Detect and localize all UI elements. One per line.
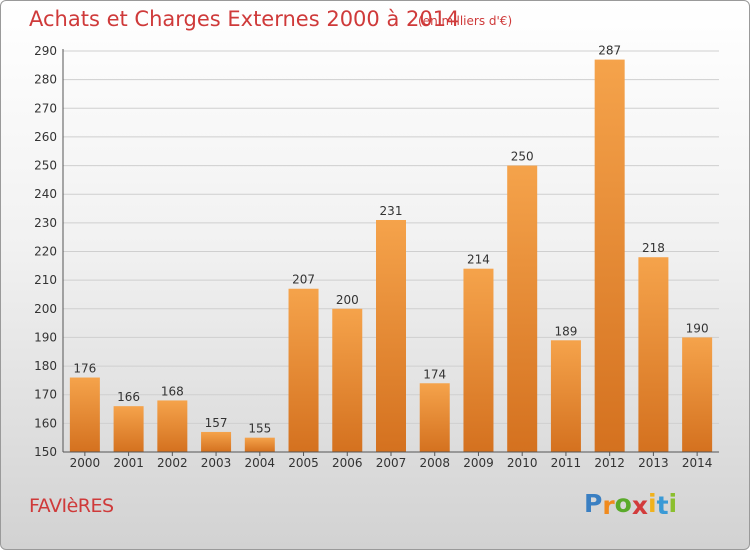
x-tick-label: 2006 <box>332 456 363 470</box>
x-tick-label: 2003 <box>201 456 232 470</box>
x-tick-label: 2007 <box>376 456 407 470</box>
y-tick-label: 270 <box>34 101 57 115</box>
bar <box>419 383 450 452</box>
bar <box>288 288 319 452</box>
x-tick-label: 2008 <box>419 456 450 470</box>
x-tick-label: 2000 <box>70 456 101 470</box>
bar-value-label: 214 <box>467 253 490 267</box>
logo-letter: P <box>584 489 603 518</box>
bar <box>244 437 275 452</box>
y-tick-label: 230 <box>34 216 57 230</box>
x-tick-label: 2009 <box>463 456 494 470</box>
logo-letter: t <box>656 491 669 520</box>
bar-value-label: 166 <box>117 390 140 404</box>
bar-value-label: 174 <box>423 367 446 381</box>
proxiti-logo: Proxiti <box>584 489 678 520</box>
x-tick-label: 2004 <box>245 456 276 470</box>
y-tick-label: 260 <box>34 130 57 144</box>
bar-value-label: 189 <box>554 324 577 338</box>
y-tick-label: 240 <box>34 187 57 201</box>
y-tick-label: 150 <box>34 445 57 459</box>
bar <box>69 377 100 452</box>
chart-subtitle: (en milliers d'€) <box>418 14 513 28</box>
y-tick-label: 220 <box>34 245 57 259</box>
logo-letter: r <box>602 491 615 520</box>
y-tick-label: 190 <box>34 330 57 344</box>
logo-letter: x <box>631 491 648 520</box>
y-tick-label: 200 <box>34 302 57 316</box>
bar-value-label: 157 <box>205 416 228 430</box>
bar <box>463 268 494 452</box>
bar <box>157 400 188 452</box>
bar <box>113 406 144 452</box>
commune-name: FAVIèRES <box>29 495 114 517</box>
bar-value-label: 207 <box>292 273 315 287</box>
chart-title: Achats et Charges Externes 2000 à 2014 <box>29 7 460 31</box>
x-tick-label: 2013 <box>638 456 669 470</box>
bar-value-label: 176 <box>73 362 96 376</box>
x-tick-label: 2012 <box>594 456 625 470</box>
x-tick-label: 2001 <box>113 456 144 470</box>
y-tick-label: 160 <box>34 416 57 430</box>
bar <box>332 308 363 452</box>
x-tick-label: 2002 <box>157 456 188 470</box>
bar-value-label: 200 <box>336 293 359 307</box>
x-tick-label: 2011 <box>551 456 582 470</box>
bar-value-label: 250 <box>511 150 534 164</box>
logo-letter: i <box>668 489 678 518</box>
x-tick-label: 2014 <box>682 456 713 470</box>
bar <box>594 59 625 452</box>
y-tick-label: 180 <box>34 359 57 373</box>
x-tick-label: 2005 <box>288 456 319 470</box>
y-tick-label: 290 <box>34 44 57 58</box>
bar-value-label: 218 <box>642 241 665 255</box>
bar <box>201 431 232 452</box>
x-tick-label: 2010 <box>507 456 538 470</box>
bar-value-label: 287 <box>598 44 621 58</box>
bar-value-label: 231 <box>380 204 403 218</box>
bar <box>550 340 581 452</box>
bar-value-label: 155 <box>248 422 271 436</box>
y-tick-label: 170 <box>34 388 57 402</box>
logo-letter: i <box>648 489 657 518</box>
bar <box>507 165 538 453</box>
bar-value-label: 190 <box>686 321 709 335</box>
bar <box>682 337 713 452</box>
y-tick-label: 250 <box>34 159 57 173</box>
bar <box>376 219 406 452</box>
y-tick-label: 280 <box>34 73 57 87</box>
y-tick-label: 210 <box>34 273 57 287</box>
logo-letter: o <box>614 489 632 518</box>
bar-value-label: 168 <box>161 384 184 398</box>
bar <box>638 257 669 452</box>
